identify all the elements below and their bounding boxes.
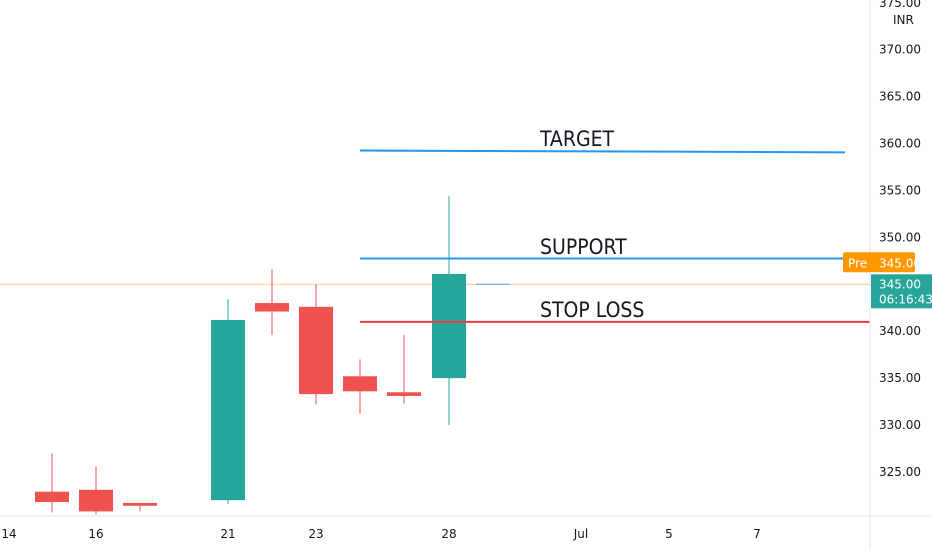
- candle-body: [35, 491, 69, 503]
- time-tick-label: 7: [753, 527, 761, 541]
- target-line[interactable]: [359, 149, 846, 154]
- candle-down[interactable]: [35, 453, 69, 513]
- support-line-label: SUPPORT: [540, 235, 627, 259]
- time-tick-label: 28: [441, 527, 456, 541]
- candle-body: [79, 489, 113, 512]
- time-tick-label: 23: [308, 527, 323, 541]
- candle-body: [299, 306, 333, 395]
- price-tick-label: 355.00: [879, 183, 921, 197]
- pre-market-badge-bg: [843, 252, 915, 273]
- last-price-badge-bg: [871, 274, 932, 309]
- price-tick-label: 335.00: [879, 371, 921, 385]
- price-tick-label: 360.00: [879, 137, 921, 151]
- candle-body: [432, 273, 466, 379]
- pre-market-label: Pre: [848, 256, 867, 270]
- pre-market-value: 345.00: [879, 256, 921, 270]
- candle-down[interactable]: [123, 502, 157, 512]
- price-axis[interactable]: 325.00 330.00 335.00 340.00 345.00 350.00 355.…: [843, 0, 932, 550]
- target-line-label: TARGET: [539, 127, 615, 151]
- countdown-timer: 06:16:43: [879, 292, 932, 306]
- candle-down[interactable]: [299, 284, 333, 405]
- time-axis[interactable]: 14 16 21 23 28 Jul 5 7: [0, 515, 932, 541]
- candle-down[interactable]: [79, 466, 113, 515]
- pre-market-badge: Pre 345.00: [843, 252, 921, 273]
- candle-down[interactable]: [387, 334, 421, 404]
- price-tick-label: 350.00: [879, 230, 921, 244]
- time-tick-label: Jul: [573, 527, 588, 541]
- candle-body: [343, 376, 377, 392]
- time-tick-label: 14: [1, 527, 16, 541]
- candle-body: [255, 303, 289, 312]
- candle-body: [123, 502, 157, 506]
- candle-down[interactable]: [343, 359, 377, 414]
- stop-loss-line-label: STOP LOSS: [540, 298, 644, 322]
- time-tick-label: 16: [88, 527, 103, 541]
- last-price-value: 345.00: [879, 277, 921, 291]
- price-tick-label: 370.00: [879, 43, 921, 57]
- candle-body: [387, 392, 421, 396]
- plot-area[interactable]: TARGET SUPPORT STOP LOSS: [0, 127, 870, 515]
- price-tick-label: 330.00: [879, 418, 921, 432]
- candle-up[interactable]: [211, 299, 245, 504]
- candle-down[interactable]: [255, 269, 289, 335]
- time-tick-label: 5: [665, 527, 673, 541]
- candle-body: [211, 319, 245, 501]
- time-tick-label: 21: [220, 527, 235, 541]
- price-tick-label: 365.00: [879, 90, 921, 104]
- price-tick-label: 340.00: [879, 324, 921, 338]
- currency-label: INR: [893, 13, 914, 27]
- candle-up[interactable]: [432, 196, 466, 426]
- price-tick-label: 375.00: [879, 0, 921, 10]
- price-tick-label: 325.00: [879, 465, 921, 479]
